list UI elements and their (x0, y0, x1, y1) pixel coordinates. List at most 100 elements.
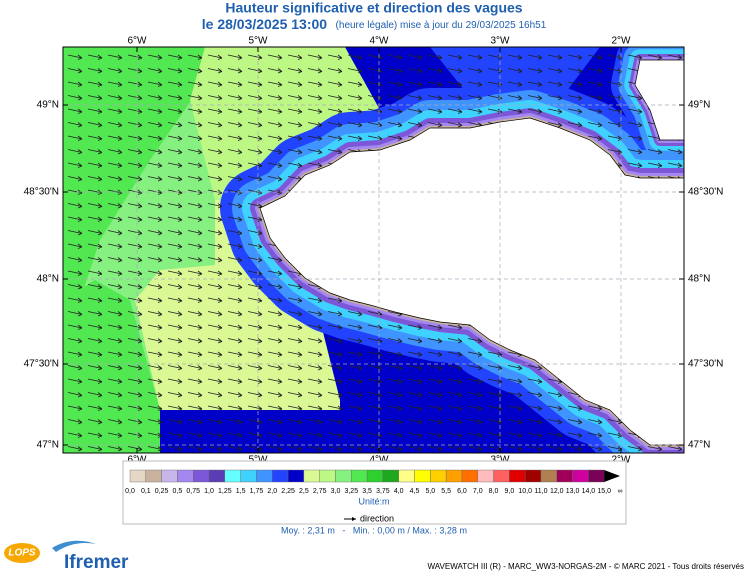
wave-arrow (627, 122, 643, 128)
wave-arrow (567, 95, 583, 101)
wave-arrow (267, 419, 283, 425)
color-cell (430, 469, 447, 483)
wave-arrow (147, 216, 163, 222)
wave-arrow (207, 446, 223, 452)
wave-arrow (187, 392, 203, 398)
wave-arrow (447, 68, 463, 74)
colorbar: 0,0 0,1 0,25 0,5 0,75 1,0 1,25 1,5 1,75 2,0 2,25 2,… (125, 469, 623, 495)
wave-arrow (207, 68, 223, 74)
wave-arrow (107, 297, 123, 303)
wave-arrow (307, 297, 323, 303)
wave-arrow (107, 338, 123, 344)
wave-arrow (187, 176, 203, 182)
wave-arrow (307, 392, 323, 398)
wave-arrow (247, 149, 263, 155)
wave-arrow (207, 270, 223, 276)
wave-arrow (267, 176, 283, 182)
wave-arrow (427, 122, 443, 128)
wave-arrow (127, 135, 143, 141)
wave-arrow (167, 176, 183, 182)
wave-arrow (427, 365, 443, 371)
wave-arrow (147, 365, 163, 371)
wave-arrow (107, 365, 123, 371)
wave-arrow (207, 284, 223, 290)
wave-arrow (147, 446, 163, 452)
wave-arrow (347, 54, 363, 60)
wave-arrow (387, 122, 403, 128)
wave-arrow (427, 351, 443, 357)
wave-arrow (147, 189, 163, 195)
wave-arrow (167, 257, 183, 263)
wave-arrow (287, 338, 303, 344)
wave-arrow (147, 378, 163, 384)
wave-arrow (267, 365, 283, 371)
wave-arrow (567, 432, 583, 438)
wave-arrow (387, 135, 403, 141)
wave-arrow (307, 338, 323, 344)
wave-arrow (107, 432, 123, 438)
direction-arrow-head (352, 517, 356, 521)
lat-label: 47°30'N (688, 359, 723, 370)
wave-arrow (327, 392, 343, 398)
wave-arrow (227, 257, 243, 263)
wave-arrow (87, 122, 103, 128)
wave-arrow (327, 149, 343, 155)
wave-arrow (107, 284, 123, 290)
direction-label: direction (360, 513, 394, 523)
color-cell (193, 469, 210, 483)
wave-arrow (247, 95, 263, 101)
wave-arrow (287, 324, 303, 330)
wave-arrow (547, 446, 563, 452)
wave-arrow (387, 432, 403, 438)
wave-arrow (287, 392, 303, 398)
wave-arrow (487, 378, 503, 384)
wave-arrow (87, 68, 103, 74)
wave-arrow (87, 351, 103, 357)
wave-arrow (407, 378, 423, 384)
wave-arrow (227, 122, 243, 128)
wave-arrow (247, 243, 263, 249)
lon-label: 3°W (491, 36, 511, 47)
wave-arrow (127, 176, 143, 182)
wave-arrow (287, 81, 303, 87)
wave-arrow (507, 392, 523, 398)
wave-arrow (507, 365, 523, 371)
wave-arrow (227, 81, 243, 87)
wave-arrow (87, 95, 103, 101)
wave-arrow (247, 68, 263, 74)
wave-arrow (87, 392, 103, 398)
wave-arrow (187, 419, 203, 425)
wave-arrow (327, 81, 343, 87)
sea-zone (63, 47, 205, 320)
wave-arrow (287, 297, 303, 303)
wave-arrow (207, 216, 223, 222)
wave-arrow (67, 230, 83, 236)
wave-arrow (67, 365, 83, 371)
wave-arrow (567, 81, 583, 87)
wave-arrow (247, 81, 263, 87)
wave-arrow (207, 243, 223, 249)
wave-arrow (227, 324, 243, 330)
wave-arrow (187, 243, 203, 249)
wave-arrow (207, 189, 223, 195)
wave-arrow (407, 108, 423, 114)
wave-arrow (267, 311, 283, 317)
wave-arrow (87, 135, 103, 141)
wave-arrow (247, 176, 263, 182)
wave-arrow (347, 405, 363, 411)
wave-arrow (667, 149, 683, 155)
lat-label: 47°30'N (24, 359, 59, 370)
wave-arrow (307, 351, 323, 357)
color-label: 12,0 (550, 488, 564, 495)
wave-arrow (547, 392, 563, 398)
wave-arrow (187, 81, 203, 87)
color-cell (572, 469, 589, 483)
wave-arrow (127, 216, 143, 222)
wave-arrow (247, 324, 263, 330)
wave-arrow (247, 351, 263, 357)
wave-arrow (207, 311, 223, 317)
wave-arrow (147, 81, 163, 87)
credits: WAVEWATCH III (R) - MARC_WW3-NORGAS-2M -… (428, 562, 744, 571)
wave-arrow (527, 95, 543, 101)
wave-arrow (207, 257, 223, 263)
